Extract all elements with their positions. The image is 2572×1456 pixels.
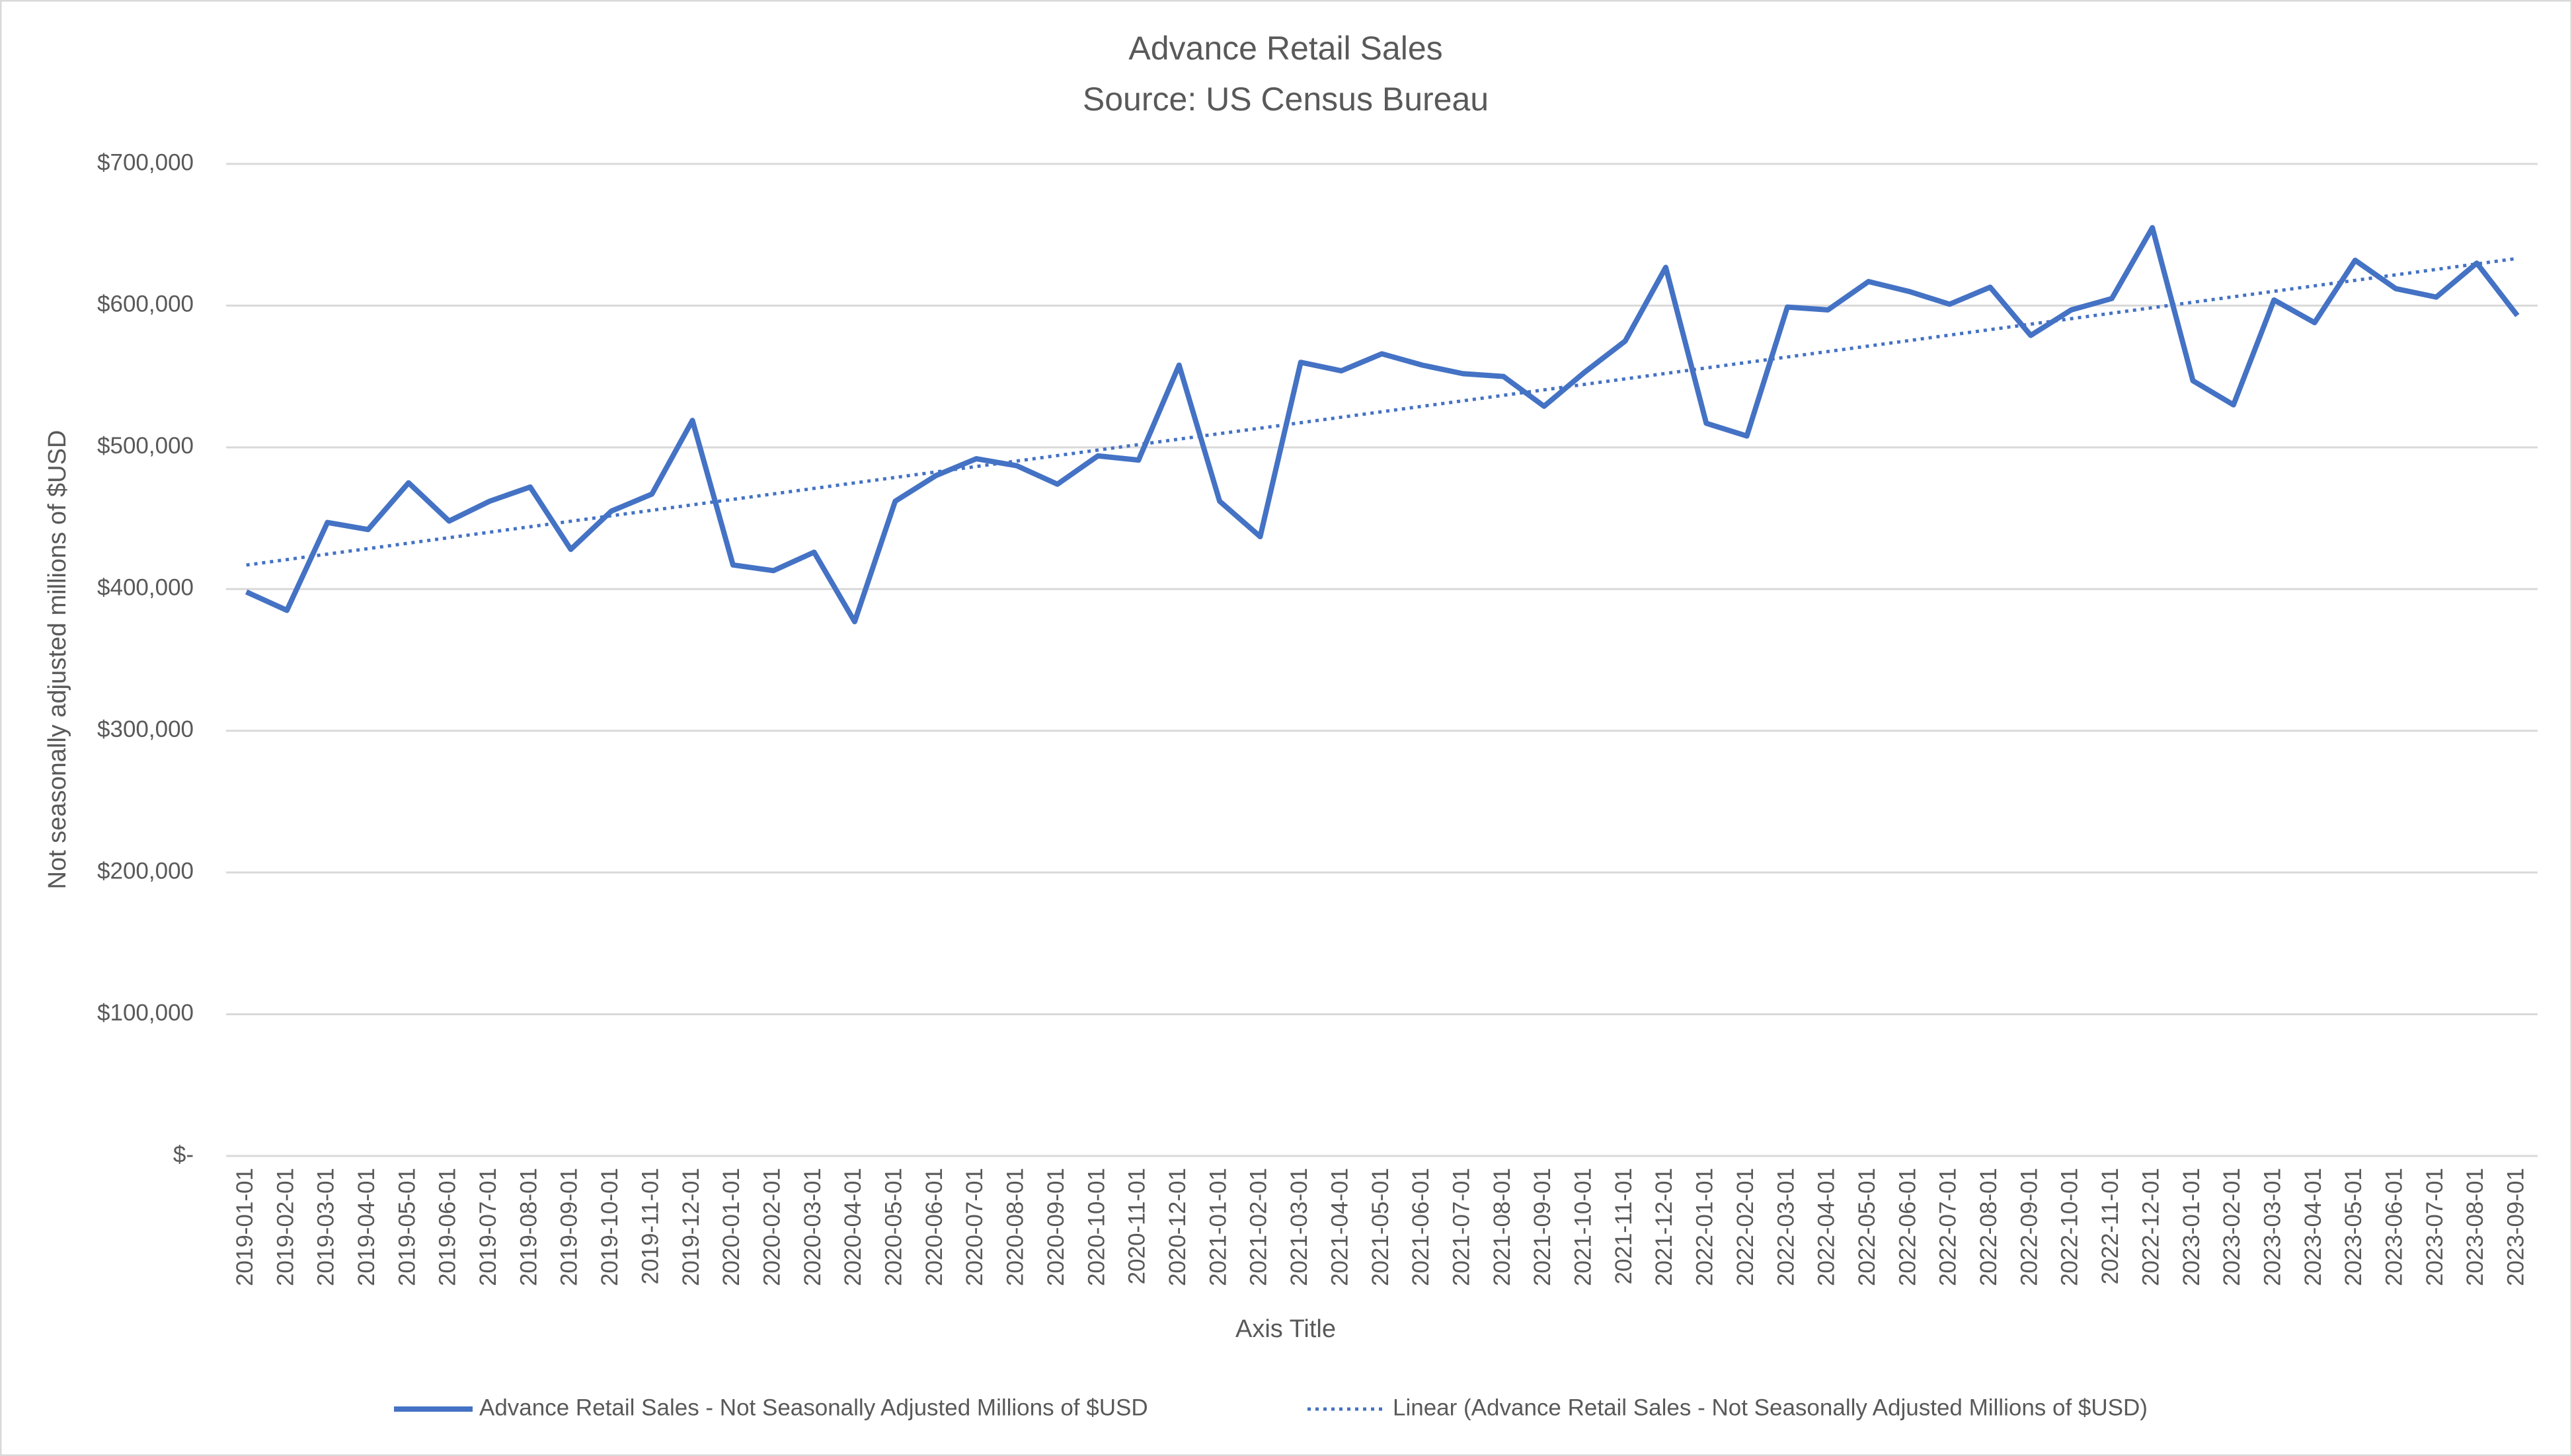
x-tick-label: 2023-03-01	[2259, 1168, 2285, 1286]
data-line	[245, 225, 2520, 625]
x-tick-label: 2022-06-01	[1894, 1168, 1920, 1286]
x-tick-label: 2019-08-01	[516, 1168, 541, 1286]
x-tick-label: 2023-05-01	[2341, 1168, 2366, 1286]
x-tick-label: 2019-03-01	[313, 1168, 339, 1286]
legend-label: Advance Retail Sales - Not Seasonally Ad…	[479, 1395, 1148, 1420]
x-tick-label: 2022-10-01	[2057, 1168, 2083, 1286]
y-tick-label: $200,000	[97, 858, 194, 884]
x-tick-label: 2020-11-01	[1124, 1168, 1150, 1284]
x-tick-label: 2020-06-01	[921, 1168, 947, 1286]
x-tick-label: 2023-04-01	[2300, 1168, 2326, 1286]
x-tick-label: 2021-10-01	[1571, 1168, 1596, 1286]
x-tick-label: 2023-08-01	[2462, 1168, 2488, 1286]
x-tick-label: 2020-08-01	[1003, 1168, 1029, 1286]
x-tick-label: 2020-03-01	[800, 1168, 826, 1286]
x-tick-label: 2019-04-01	[354, 1168, 379, 1286]
x-tick-label: 2023-02-01	[2219, 1168, 2245, 1286]
x-tick-label: 2021-06-01	[1408, 1168, 1434, 1286]
y-axis-title: Not seasonally adjusted millions of $USD	[44, 430, 71, 890]
x-tick-label: 2023-09-01	[2503, 1168, 2529, 1286]
y-tick-label: $-	[173, 1141, 194, 1167]
x-tick-label: 2021-12-01	[1651, 1168, 1677, 1286]
x-tick-label: 2019-05-01	[394, 1168, 420, 1286]
x-axis-title: Axis Title	[1235, 1315, 1336, 1343]
x-tick-label: 2019-07-01	[475, 1168, 501, 1286]
y-tick-label: $300,000	[97, 716, 194, 742]
x-tick-label: 2020-04-01	[840, 1168, 866, 1286]
x-tick-label: 2019-06-01	[435, 1168, 461, 1286]
x-tick-label: 2022-02-01	[1733, 1168, 1758, 1286]
x-tick-label: 2019-12-01	[678, 1168, 704, 1286]
y-tick-label: $100,000	[97, 1000, 194, 1026]
x-tick-label: 2021-01-01	[1205, 1168, 1231, 1286]
x-tick-label: 2022-11-01	[2097, 1168, 2123, 1284]
x-tick-label: 2022-07-01	[1935, 1168, 1961, 1286]
x-tick-label: 2021-07-01	[1448, 1168, 1474, 1286]
x-tick-label: 2023-01-01	[2179, 1168, 2204, 1286]
x-tick-label: 2021-04-01	[1327, 1168, 1352, 1286]
x-tick-label: 2021-11-01	[1611, 1168, 1637, 1284]
chart-title: Advance Retail Sales	[1128, 30, 1442, 67]
x-tick-label: 2022-03-01	[1773, 1168, 1799, 1286]
x-tick-label: 2020-05-01	[881, 1168, 907, 1286]
x-tick-label: 2022-05-01	[1854, 1168, 1880, 1286]
trendline	[246, 256, 2518, 567]
x-tick-label: 2021-03-01	[1286, 1168, 1312, 1286]
y-tick-label: $500,000	[97, 433, 194, 459]
y-tick-label: $600,000	[97, 291, 194, 317]
x-tick-label: 2022-09-01	[2016, 1168, 2042, 1286]
x-tick-label: 2019-11-01	[637, 1168, 663, 1284]
x-tick-label: 2022-04-01	[1814, 1168, 1840, 1286]
y-tick-label: $700,000	[97, 149, 194, 175]
x-tick-label: 2019-01-01	[232, 1168, 258, 1286]
legend-label: Linear (Advance Retail Sales - Not Seaso…	[1393, 1395, 2148, 1420]
x-tick-label: 2019-02-01	[272, 1168, 298, 1286]
x-tick-label: 2020-09-01	[1043, 1168, 1069, 1286]
x-tick-label: 2023-07-01	[2422, 1168, 2448, 1286]
x-tick-label: 2020-12-01	[1165, 1168, 1190, 1286]
x-tick-label: 2021-08-01	[1489, 1168, 1515, 1286]
x-tick-label: 2021-05-01	[1368, 1168, 1393, 1286]
x-tick-label: 2023-06-01	[2382, 1168, 2407, 1286]
x-tick-label: 2020-07-01	[962, 1168, 988, 1286]
x-tick-label: 2021-09-01	[1530, 1168, 1555, 1286]
x-tick-label: 2022-08-01	[1976, 1168, 2002, 1286]
y-tick-label: $400,000	[97, 575, 194, 601]
x-tick-label: 2022-12-01	[2138, 1168, 2163, 1286]
x-tick-label: 2021-02-01	[1246, 1168, 1272, 1286]
x-tick-label: 2019-10-01	[597, 1168, 623, 1286]
x-tick-label: 2020-10-01	[1083, 1168, 1109, 1286]
x-tick-label: 2022-01-01	[1692, 1168, 1718, 1286]
x-tick-label: 2019-09-01	[557, 1168, 582, 1286]
x-tick-label: 2020-02-01	[759, 1168, 785, 1286]
chart-subtitle: Source: US Census Bureau	[1083, 81, 1489, 118]
x-tick-label: 2020-01-01	[719, 1168, 744, 1286]
